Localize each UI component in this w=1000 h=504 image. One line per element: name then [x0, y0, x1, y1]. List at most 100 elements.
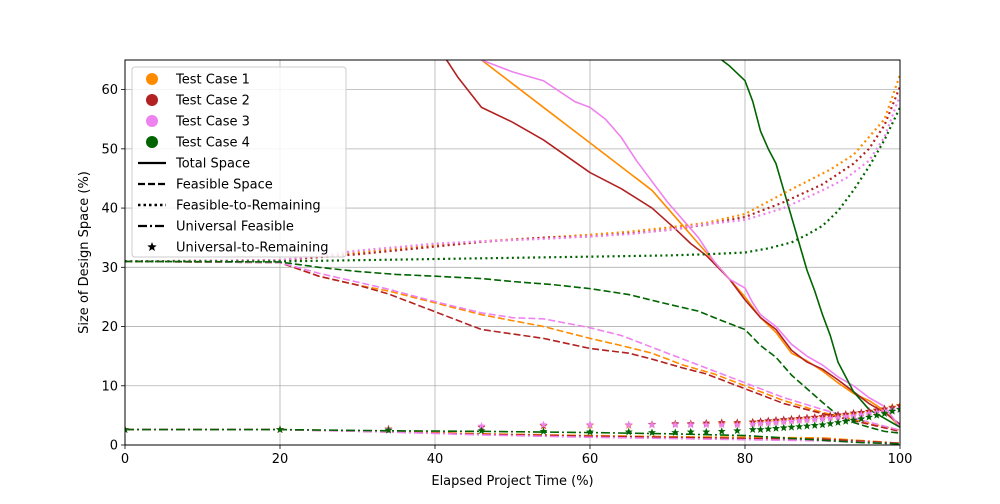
x-tick-label: 20: [272, 452, 289, 467]
test-case-4-universal-to-remaining-marker: [880, 409, 889, 418]
test-case-4-universal-to-remaining-marker: [586, 427, 594, 436]
test-case-4-universal-to-remaining-marker: [276, 425, 284, 433]
legend-swatch-test-case-1: [146, 73, 158, 85]
test-case-3-universal-to-remaining-marker: [772, 418, 780, 426]
legend-label: Test Case 3: [175, 115, 250, 130]
test-case-3-universal-to-remaining-marker: [779, 417, 788, 426]
test-case-4-universal-to-remaining-marker: [702, 427, 711, 436]
test-case-4-solid-line: [721, 60, 900, 428]
test-case-3-universal-to-remaining-marker: [477, 421, 486, 430]
y-tick-label: 0: [110, 439, 118, 454]
test-case-4-universal-to-remaining-marker: [671, 428, 680, 436]
test-case-4-universal-to-remaining-marker: [624, 427, 633, 436]
test-case-3-universal-to-remaining-marker: [648, 420, 656, 429]
test-case-4-universal-to-remaining-marker: [756, 425, 765, 433]
test-case-4-universal-to-remaining-marker: [764, 424, 773, 433]
test-case-1-solid-line: [481, 60, 900, 428]
test-case-3-universal-to-remaining-marker: [624, 420, 633, 429]
plot-frame: [124, 59, 901, 446]
test-case-3-solid-line: [481, 60, 900, 428]
y-tick-label: 20: [101, 320, 118, 335]
test-case-3-universal-to-remaining-marker: [803, 415, 811, 424]
x-tick-label: 0: [121, 452, 129, 467]
series-layer: [125, 60, 900, 445]
y-tick-label: 50: [101, 142, 118, 157]
legend-label: Feasible-to-Remaining: [176, 199, 321, 214]
test-case-3-universal-to-remaining-marker: [586, 420, 594, 429]
test-case-4-universal-to-remaining-marker: [795, 422, 804, 431]
legend-label: Test Case 4: [175, 136, 250, 151]
test-case-3-universal-to-remaining-marker: [810, 415, 819, 423]
test-case-4-universal-to-remaining-marker: [810, 421, 819, 429]
y-axis-label: Size of Design Space (%): [77, 171, 92, 334]
y-tick-label: 10: [101, 379, 118, 394]
test-case-4-universal-to-remaining-marker: [779, 423, 788, 432]
test-case-3-universal-to-remaining-marker: [841, 412, 850, 420]
test-case-3-universal-to-remaining-marker: [686, 420, 695, 429]
legend-swatch-test-case-3: [146, 115, 158, 127]
test-case-3-universal-to-remaining-marker: [702, 420, 711, 429]
legend-swatch-test-case-2: [146, 94, 158, 106]
test-case-4-universal-to-remaining-marker: [841, 417, 850, 425]
x-tick-label: 80: [737, 452, 754, 467]
test-case-3-universal-to-remaining-marker: [733, 420, 742, 429]
test-case-4-universal-to-remaining-marker: [717, 427, 726, 435]
test-case-3-dashed-line: [125, 260, 900, 431]
test-case-4-universal-to-remaining-marker: [772, 424, 780, 432]
test-case-3-universal-to-remaining-marker: [539, 420, 548, 429]
test-case-4-universal-to-remaining-marker: [787, 423, 796, 431]
test-case-3-universal-to-remaining-marker: [748, 420, 757, 428]
y-tick-label: 40: [101, 202, 118, 217]
test-case-4-dashdot-line: [125, 428, 900, 445]
test-case-4-universal-to-remaining-marker: [748, 425, 757, 433]
legend-label: Test Case 2: [175, 94, 250, 109]
test-case-3-universal-to-remaining-marker: [857, 410, 866, 419]
legend: Test Case 1 Test Case 2 Test Case 3 Test Ca…: [131, 66, 347, 258]
test-case-4-universal-to-remaining-marker: [686, 427, 695, 436]
x-tick-label: 100: [888, 452, 913, 467]
test-case-4-universal-to-remaining-marker: [803, 421, 811, 430]
test-case-3-universal-to-remaining-marker: [764, 418, 773, 427]
test-case-4-universal-to-remaining-marker: [539, 427, 548, 435]
test-case-4-universal-to-remaining-marker: [888, 407, 897, 415]
test-case-4-universal-to-remaining-marker: [733, 426, 742, 435]
y-tick-label: 30: [101, 261, 118, 276]
test-case-4-universal-to-remaining-marker: [872, 411, 881, 419]
test-case-4-universal-to-remaining-marker: [865, 412, 873, 421]
legend-box: [131, 66, 347, 258]
test-case-4-universal-to-remaining-marker: [477, 426, 486, 435]
x-tick-label: 40: [427, 452, 444, 467]
legend-label: Universal Feasible: [176, 220, 294, 235]
test-case-4-universal-to-remaining-marker: [648, 428, 656, 436]
legend-label: Feasible Space: [176, 178, 273, 193]
legend-swatch-star: [147, 242, 157, 252]
test-case-2-dashed-line: [125, 260, 900, 433]
x-tick-label: 60: [582, 452, 599, 467]
test-case-3-universal-to-remaining-marker: [826, 414, 835, 422]
test-case-3-universal-to-remaining-marker: [787, 417, 796, 425]
test-case-1-dashed-line: [125, 260, 900, 431]
legend-swatch-test-case-4: [146, 136, 158, 148]
test-case-3-universal-to-remaining-marker: [671, 420, 680, 429]
y-tick-label: 60: [101, 83, 118, 98]
test-case-4-universal-to-remaining-marker: [834, 418, 842, 426]
test-case-4-universal-to-remaining-marker: [384, 425, 393, 434]
test-case-1-dotted-line: [125, 74, 900, 263]
legend-label: Total Space: [175, 157, 250, 172]
test-case-4-universal-to-remaining-marker: [857, 414, 866, 423]
test-case-4-universal-to-remaining-marker: [896, 405, 900, 413]
test-case-3-universal-to-remaining-marker: [795, 416, 804, 425]
test-case-4-universal-to-remaining-marker: [826, 419, 835, 428]
test-case-4-dotted-line: [125, 106, 900, 263]
test-case-4-universal-to-remaining-marker: [849, 415, 858, 424]
legend-label: Universal-to-Remaining: [176, 241, 328, 256]
legend-label: Test Case 1: [175, 73, 250, 88]
test-case-3-universal-to-remaining-marker: [849, 411, 858, 420]
test-case-4-universal-to-remaining-marker: [818, 420, 827, 429]
test-case-4-universal-to-remaining-marker: [125, 425, 129, 433]
x-axis-label: Elapsed Project Time (%): [431, 474, 593, 489]
test-case-3-universal-to-remaining-marker: [717, 420, 726, 429]
axis-layer: 0 20 40 60 80 100 0 10 20 30 40 50 60: [101, 83, 912, 467]
